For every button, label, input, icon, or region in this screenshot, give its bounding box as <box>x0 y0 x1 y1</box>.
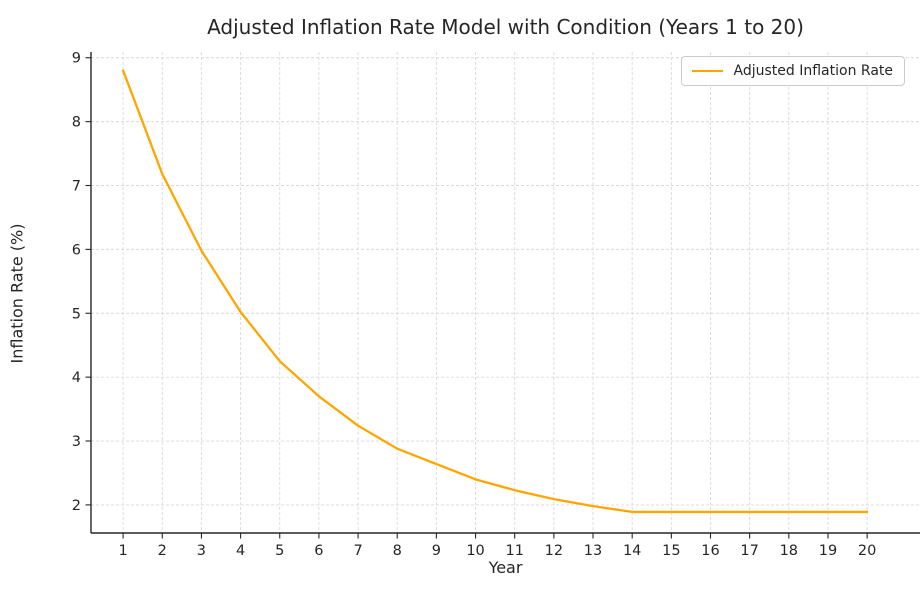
x-tick-label: 13 <box>584 543 602 559</box>
x-tick-label: 16 <box>701 543 719 559</box>
x-tick-label: 20 <box>858 543 876 559</box>
x-tick-label: 5 <box>275 543 284 559</box>
y-tick-label: 2 <box>72 498 81 514</box>
y-tick-label: 5 <box>72 306 81 322</box>
y-tick-label: 4 <box>72 370 81 386</box>
x-tick-label: 1 <box>118 543 127 559</box>
x-tick-label: 4 <box>236 543 245 559</box>
y-tick-label: 8 <box>72 115 81 131</box>
x-tick-label: 11 <box>505 543 523 559</box>
y-tick-label: 9 <box>72 51 81 67</box>
x-tick-label: 18 <box>780 543 798 559</box>
legend-label: Adjusted Inflation Rate <box>733 63 893 79</box>
axis-ticks <box>85 57 868 539</box>
x-tick-label: 3 <box>197 543 206 559</box>
x-tick-label: 19 <box>819 543 837 559</box>
x-tick-label: 14 <box>623 543 641 559</box>
y-tick-label: 6 <box>72 242 81 258</box>
x-tick-label: 8 <box>393 543 402 559</box>
x-tick-label: 9 <box>432 543 441 559</box>
axis-spines <box>90 52 920 534</box>
x-tick-label: 12 <box>545 543 563 559</box>
x-tick-label: 7 <box>353 543 362 559</box>
x-tick-label: 6 <box>314 543 323 559</box>
x-tick-label: 10 <box>466 543 484 559</box>
x-tick-label: 17 <box>740 543 758 559</box>
y-tick-label: 3 <box>72 434 81 450</box>
legend-line-icon <box>691 70 723 72</box>
series-line-adjusted-inflation-rate <box>121 69 869 514</box>
chart-title: Adjusted Inflation Rate Model with Condi… <box>207 15 804 39</box>
legend: Adjusted Inflation Rate <box>680 56 905 86</box>
x-tick-label: 2 <box>158 543 167 559</box>
gridlines <box>91 52 920 533</box>
y-tick-label: 7 <box>72 179 81 195</box>
x-axis-label: Year <box>488 558 523 577</box>
x-tick-label: 15 <box>662 543 680 559</box>
